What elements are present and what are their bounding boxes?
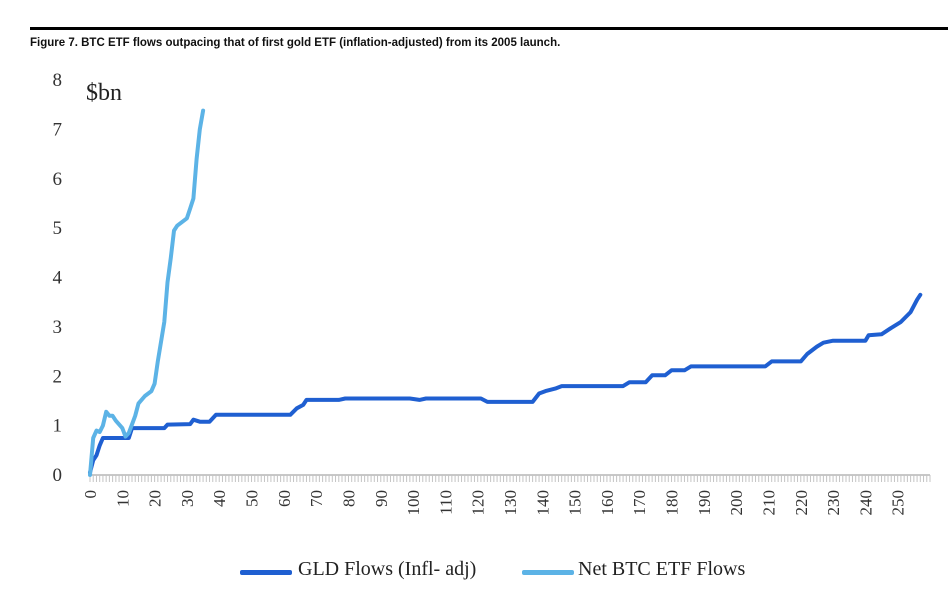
y-unit-label: $bn [86, 80, 122, 106]
x-tick-label: 40 [210, 490, 229, 507]
x-tick-label: 190 [695, 490, 714, 516]
legend-label-gld: GLD Flows (Infl- adj) [298, 558, 477, 580]
title-rule [30, 27, 948, 30]
legend-swatch-btc [522, 570, 574, 575]
y-tick-label: 5 [53, 218, 63, 239]
x-tick-label: 140 [533, 490, 552, 516]
y-tick-label: 4 [53, 268, 63, 289]
y-tick-label: 2 [53, 366, 63, 387]
x-tick-label: 200 [727, 490, 746, 516]
x-tick-label: 60 [275, 490, 294, 507]
legend-swatch-gld [240, 570, 292, 575]
y-tick-label: 1 [53, 416, 63, 437]
y-tick-label: 6 [53, 169, 63, 190]
y-tick-label: 7 [53, 119, 63, 140]
x-tick-label: 10 [113, 490, 132, 507]
legend-label-btc: Net BTC ETF Flows [578, 558, 746, 580]
x-tick-label: 150 [566, 490, 585, 516]
series-line-gld [88, 292, 923, 475]
x-tick-label: 50 [243, 490, 262, 507]
y-tick-label: 8 [53, 70, 63, 91]
x-tick-label: 30 [178, 490, 197, 507]
x-tick-label: 160 [598, 490, 617, 516]
x-tick-label: 250 [889, 490, 908, 516]
x-tick-label: 120 [469, 490, 488, 516]
x-tick-label: 240 [856, 490, 875, 516]
x-tick-label: 130 [501, 490, 520, 516]
x-tick-label: 80 [339, 490, 358, 507]
x-tick-label: 180 [663, 490, 682, 516]
chart-title: Figure 7. BTC ETF flows outpacing that o… [30, 37, 561, 49]
x-tick-label: 230 [824, 490, 843, 516]
x-tick-label: 100 [404, 490, 423, 516]
x-tick-label: 20 [146, 490, 165, 507]
y-tick-label: 3 [53, 317, 63, 338]
x-tick-label: 0 [81, 490, 100, 499]
x-tick-label: 170 [630, 490, 649, 516]
y-tick-label: 0 [53, 465, 63, 486]
x-tick-label: 210 [759, 490, 778, 516]
series-line-btc [88, 108, 206, 477]
x-tick-label: 220 [792, 490, 811, 516]
x-tick-label: 110 [436, 490, 455, 515]
x-tick-label: 90 [372, 490, 391, 507]
x-tick-label: 70 [307, 490, 326, 507]
